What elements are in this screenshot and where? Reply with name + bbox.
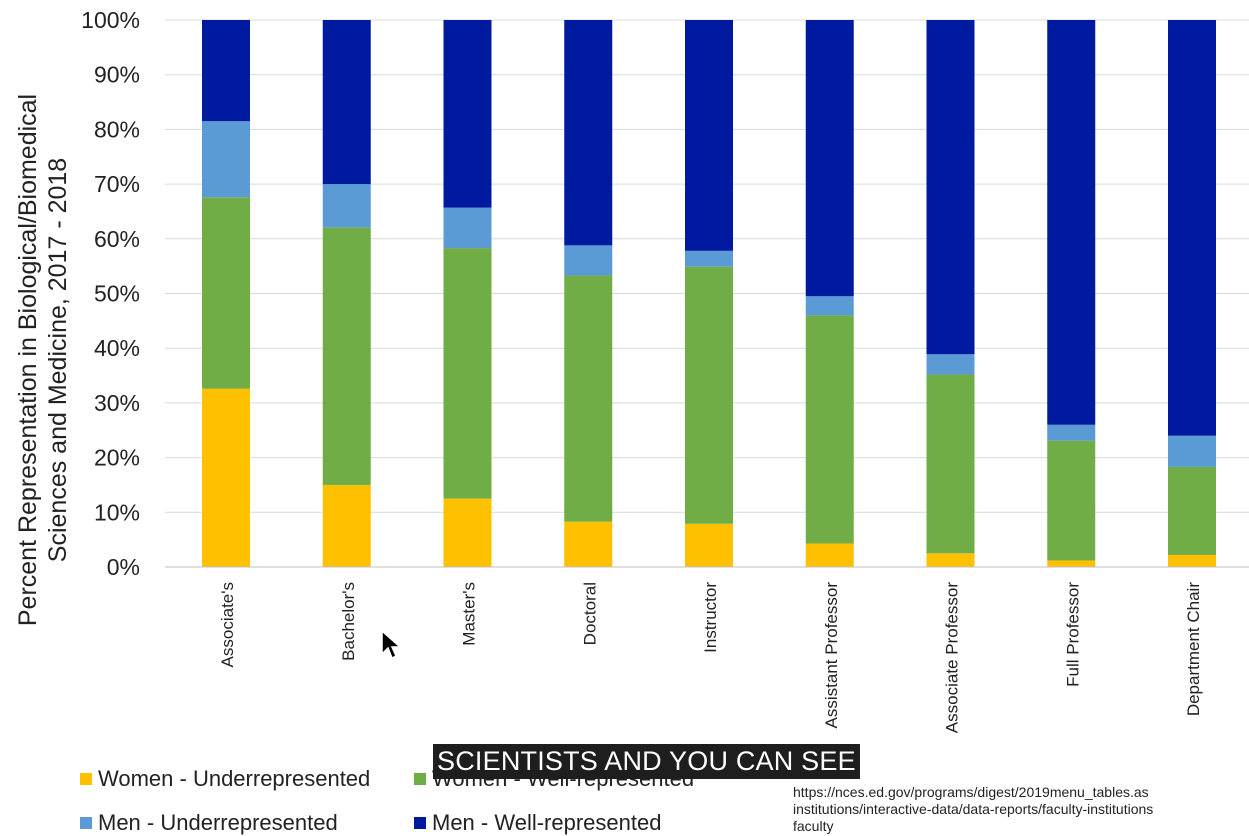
video-caption: SCIENTISTS AND YOU CAN SEE — [433, 744, 860, 779]
legend-swatch-men-well-represented — [414, 817, 426, 829]
bar-segment — [322, 20, 371, 185]
bar-segment — [805, 20, 854, 297]
x-tick-label: Associate's — [218, 582, 237, 667]
source-line: faculty — [793, 818, 834, 834]
bar-segment — [202, 197, 250, 389]
bar-segment — [1168, 20, 1216, 436]
bar-segment — [202, 121, 250, 198]
bar-segment — [926, 374, 975, 554]
legend-swatch-women-well-represented — [414, 773, 426, 785]
bar-segment — [685, 266, 733, 524]
bar-segment — [564, 20, 613, 246]
legend-label: Men - Underrepresented — [98, 810, 338, 835]
bar-segment — [926, 354, 975, 375]
bar-segment — [1047, 20, 1096, 425]
bar-segment — [805, 315, 854, 544]
bar-segment — [443, 207, 492, 249]
bar-segment — [1168, 435, 1216, 467]
bar-segment — [322, 227, 371, 485]
bar-segment — [202, 20, 250, 122]
x-tick-label: Instructor — [701, 582, 720, 653]
bar-segment — [564, 521, 613, 567]
bar-segment — [685, 20, 733, 251]
bar-segment — [564, 245, 613, 276]
y-axis-label: Sciences and Medicine, 2017 - 2018 — [44, 158, 72, 562]
legend-swatch-men-underrepresented — [80, 817, 92, 829]
source-line: https://nces.ed.gov/programs/digest/2019… — [793, 784, 1149, 800]
x-tick-label: Department Chair — [1184, 582, 1203, 717]
bar-segment — [685, 523, 733, 567]
mouse-cursor-icon — [381, 630, 402, 660]
bar-segment — [443, 20, 492, 208]
bar-segment — [202, 388, 250, 567]
x-tick-label: Doctoral — [580, 582, 599, 645]
bar-segment — [1047, 440, 1096, 561]
source-citation: https://nces.ed.gov/programs/digest/2019… — [793, 784, 1249, 834]
bar-segment — [1168, 554, 1216, 567]
y-tick-label: 90% — [94, 62, 140, 88]
y-tick-label: 10% — [94, 499, 140, 525]
bar-segment — [322, 184, 371, 228]
bar-segment — [805, 543, 854, 567]
y-tick-label: 50% — [94, 281, 140, 307]
bar-segment — [1047, 560, 1096, 567]
bar-segment — [443, 248, 492, 499]
bar-segment — [805, 296, 854, 316]
y-tick-label: 0% — [107, 554, 140, 580]
legend-label: Women - Underrepresented — [98, 766, 371, 791]
y-tick-label: 40% — [94, 335, 140, 361]
y-tick-label: 60% — [94, 226, 140, 252]
y-tick-label: 100% — [81, 7, 140, 33]
legend-item-men-well-represented: Men - Well-represented — [414, 810, 661, 836]
source-line: institutions/interactive-data/data-repor… — [793, 801, 1154, 817]
x-tick-label: Associate Professor — [943, 582, 962, 734]
bar-segment — [1047, 424, 1096, 441]
x-tick-label: Assistant Professor — [822, 582, 841, 729]
legend-label: Men - Well-represented — [432, 810, 662, 835]
y-tick-label: 70% — [94, 171, 140, 197]
bar-segment — [564, 275, 613, 522]
x-tick-label: Full Professor — [1063, 582, 1082, 687]
y-axis-label: Percent Representation in Biological/Bio… — [14, 94, 42, 626]
bar-segment — [322, 484, 371, 567]
legend: Women - Underrepresented Women - Well-re… — [80, 758, 780, 836]
bar-segment — [926, 20, 975, 355]
bar-segment — [443, 498, 492, 567]
y-tick-label: 30% — [94, 390, 140, 416]
bar-segment — [1168, 466, 1216, 555]
legend-item-women-underrepresented: Women - Underrepresented — [80, 766, 370, 792]
x-tick-label: Master's — [460, 582, 479, 646]
y-tick-label: 80% — [94, 116, 140, 142]
x-tick-label: Bachelor's — [339, 582, 358, 661]
legend-item-men-underrepresented: Men - Underrepresented — [80, 810, 338, 836]
y-tick-label: 20% — [94, 445, 140, 471]
bar-segment — [926, 553, 975, 567]
legend-swatch-women-underrepresented — [80, 773, 92, 785]
bar-segment — [685, 250, 733, 267]
